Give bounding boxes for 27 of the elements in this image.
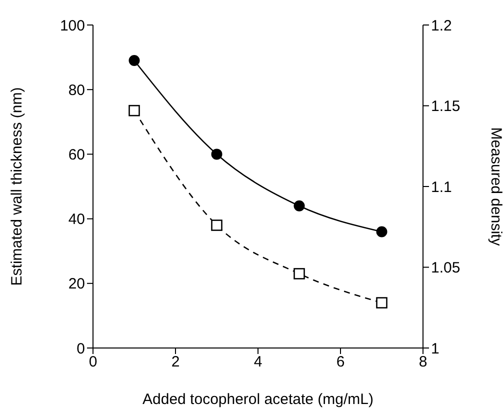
y-tick-label: 0 <box>76 340 85 358</box>
y-axis-title: Estimated wall thickness (nm) <box>8 87 26 286</box>
x-tick-label: 8 <box>418 354 428 371</box>
y-tick-label: 40 <box>68 211 85 228</box>
y2-tick-label: 1 <box>431 340 440 358</box>
point <box>376 226 388 238</box>
point <box>128 104 140 116</box>
point <box>376 297 388 308</box>
point <box>128 55 140 66</box>
x-tick-label: 0 <box>88 354 98 371</box>
y2-axis-title: Measured density <box>488 127 503 246</box>
x-tick-label: 2 <box>171 354 180 371</box>
point <box>211 148 222 160</box>
point <box>211 220 222 231</box>
y-tick-label: 60 <box>68 146 85 164</box>
y2-tick-label: 1.05 <box>431 260 460 277</box>
x-tick-label: 4 <box>254 354 262 371</box>
x-tick-label: 6 <box>336 354 345 371</box>
y2-tick-label: 1.2 <box>431 17 452 34</box>
y2-tick-label: 1.1 <box>431 178 452 196</box>
x-axis-title: Added tocopherol acetate (mg/mL) <box>142 391 374 408</box>
point <box>294 268 305 280</box>
point <box>294 200 305 212</box>
y-tick-label: 80 <box>68 82 85 99</box>
y-tick-label: 20 <box>68 276 85 293</box>
y-tick-label: 100 <box>60 17 85 34</box>
y2-tick-label: 1.15 <box>431 98 460 116</box>
